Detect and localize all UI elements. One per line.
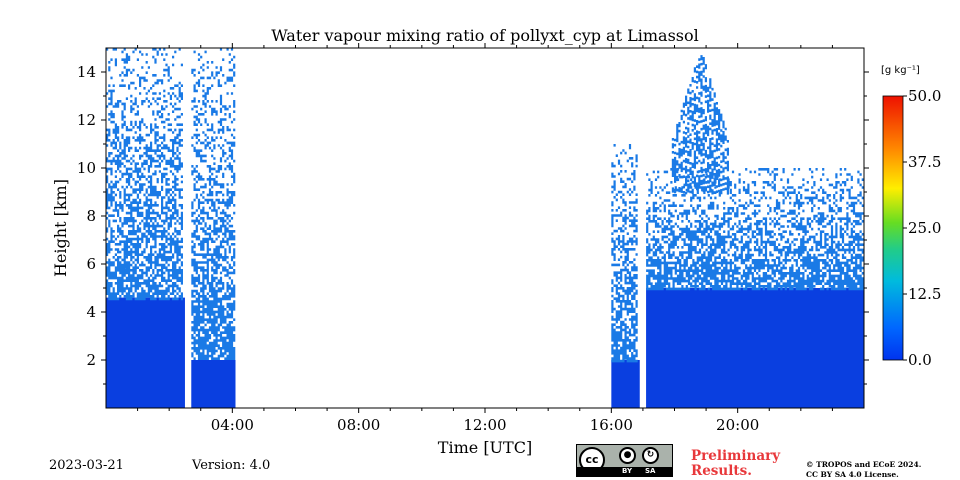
sa-label: SA (645, 467, 656, 475)
plot-area (106, 48, 864, 408)
dense-layer (611, 360, 640, 408)
share-alike-icon: ↻ (642, 447, 659, 464)
preliminary-line-1: Preliminary (691, 448, 781, 464)
preliminary-line-2: Results. (691, 463, 752, 479)
copyright-line-2: CC BY SA 4.0 License. (806, 470, 899, 479)
x-axis: 04:00 08:00 12:00 16:00 20:00 (137, 43, 833, 434)
preliminary-notice: Preliminary Results. (691, 449, 801, 479)
dense-layer (646, 288, 864, 408)
y-tick-label: 4 (86, 303, 96, 321)
data-segment-3 (611, 144, 640, 408)
license-badge[interactable]: cc ● ↻ BY SA (576, 444, 673, 477)
x-tick-label: 16:00 (590, 416, 633, 434)
colorbar-unit-label: [g kg⁻¹] (881, 65, 920, 76)
colorbar-ticks: 0.0 12.5 25.0 37.5 50.0 (903, 87, 941, 369)
data-segment-4 (646, 168, 864, 408)
plume-feature (671, 55, 729, 195)
attribution-icon: ● (619, 447, 636, 464)
date-label: 2023-03-21 (49, 458, 124, 473)
x-tick-label: 20:00 (716, 416, 759, 434)
y-tick-label: 10 (77, 159, 96, 177)
chart-title: Water vapour mixing ratio of pollyxt_cyp… (271, 26, 698, 45)
x-axis-label: Time [UTC] (438, 438, 532, 457)
colorbar-tick-label: 12.5 (908, 285, 941, 303)
colorbar-tick-label: 0.0 (908, 351, 932, 369)
x-tick-label: 12:00 (463, 416, 506, 434)
y-tick-label: 14 (77, 63, 96, 81)
version-label: Version: 4.0 (192, 458, 271, 473)
colorbar-tick-label: 25.0 (908, 219, 941, 237)
x-tick-label: 08:00 (337, 416, 380, 434)
colorbar-tick-label: 37.5 (908, 153, 941, 171)
by-label: BY (622, 467, 633, 475)
y-axis: 2 4 6 8 10 12 14 (77, 63, 869, 385)
dense-layer (106, 297, 185, 408)
x-tick-label: 04:00 (211, 416, 254, 434)
colorbar (882, 95, 904, 361)
y-tick-label: 6 (86, 255, 96, 273)
plume-pixels (671, 55, 729, 195)
sparse-layer (191, 48, 236, 360)
copyright-line-1: © TROPOS and ECoE 2024. (806, 460, 922, 469)
colorbar-tick-label: 50.0 (908, 87, 941, 105)
data-segment-2 (191, 48, 236, 408)
data-segment-1 (106, 48, 185, 408)
license-badge-bar (577, 467, 672, 476)
y-tick-label: 8 (86, 207, 96, 225)
y-tick-label: 12 (77, 111, 96, 129)
y-tick-label: 2 (86, 351, 96, 369)
dense-layer (191, 360, 236, 408)
y-axis-label: Height [km] (51, 179, 70, 277)
sparse-layer (106, 48, 183, 301)
copyright-notice: © TROPOS and ECoE 2024. CC BY SA 4.0 Lic… (806, 460, 956, 480)
sparse-layer (646, 168, 864, 291)
sparse-layer (611, 144, 638, 363)
